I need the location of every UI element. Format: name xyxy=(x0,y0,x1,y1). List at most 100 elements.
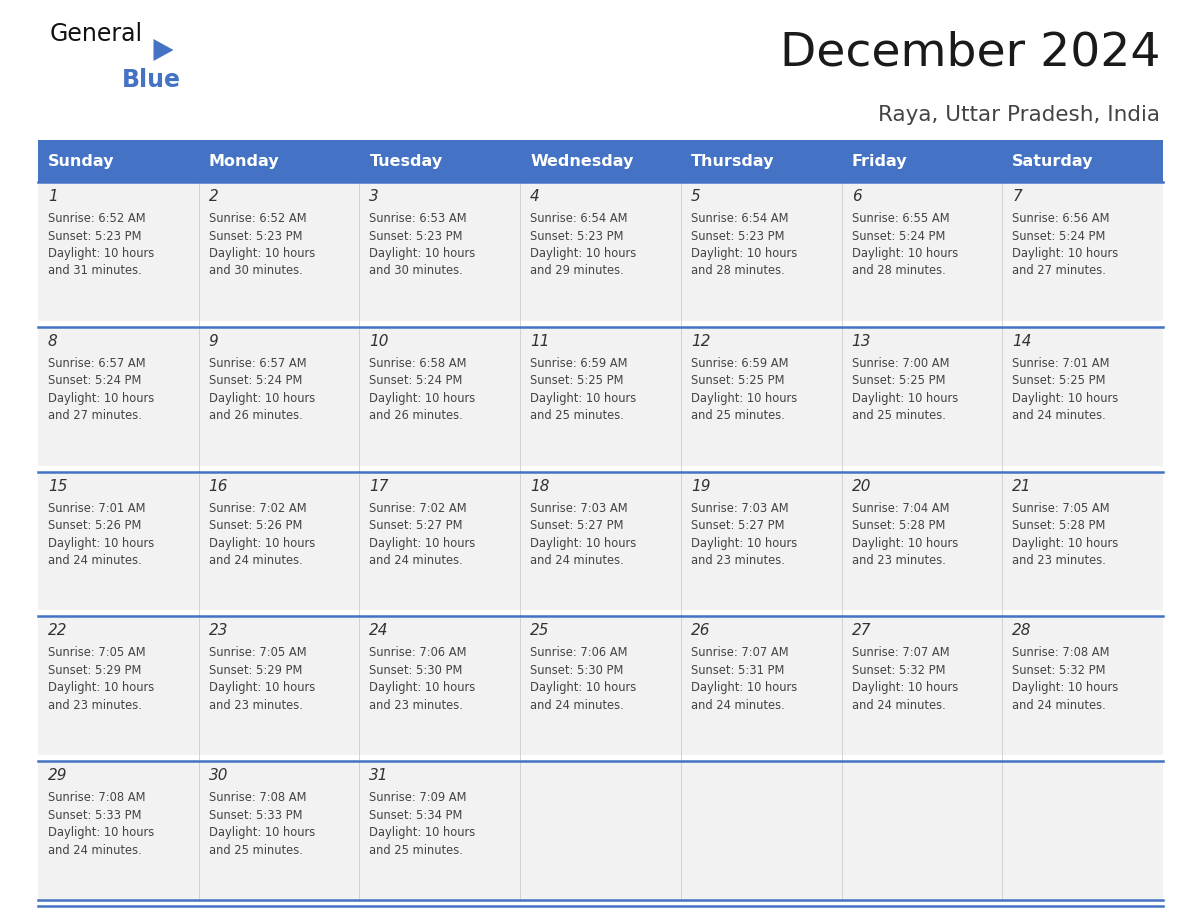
Bar xyxy=(360,616,520,756)
Text: Sunset: 5:24 PM: Sunset: 5:24 PM xyxy=(369,375,463,387)
Text: Sunrise: 7:04 AM: Sunrise: 7:04 AM xyxy=(852,501,949,515)
Text: Sunrise: 6:52 AM: Sunrise: 6:52 AM xyxy=(48,212,146,225)
Text: and 24 minutes.: and 24 minutes. xyxy=(530,554,624,567)
Text: Daylight: 10 hours: Daylight: 10 hours xyxy=(691,681,797,694)
Text: Sunset: 5:25 PM: Sunset: 5:25 PM xyxy=(1012,375,1106,387)
Text: 27: 27 xyxy=(852,623,871,638)
Text: Daylight: 10 hours: Daylight: 10 hours xyxy=(852,247,958,260)
Text: Sunrise: 6:55 AM: Sunrise: 6:55 AM xyxy=(852,212,949,225)
Text: Daylight: 10 hours: Daylight: 10 hours xyxy=(48,392,154,405)
Bar xyxy=(198,140,360,182)
Text: and 26 minutes.: and 26 minutes. xyxy=(369,409,463,422)
Bar xyxy=(198,327,360,465)
Text: Daylight: 10 hours: Daylight: 10 hours xyxy=(369,681,475,694)
Text: 28: 28 xyxy=(1012,623,1032,638)
Text: Sunrise: 7:06 AM: Sunrise: 7:06 AM xyxy=(369,646,467,659)
Text: 19: 19 xyxy=(691,478,710,494)
Bar xyxy=(360,327,520,465)
Text: 2: 2 xyxy=(209,189,219,204)
Text: Daylight: 10 hours: Daylight: 10 hours xyxy=(48,681,154,694)
Text: Daylight: 10 hours: Daylight: 10 hours xyxy=(1012,247,1119,260)
Text: Daylight: 10 hours: Daylight: 10 hours xyxy=(530,681,637,694)
Text: and 23 minutes.: and 23 minutes. xyxy=(852,554,946,567)
Bar xyxy=(520,761,681,900)
Text: Sunset: 5:33 PM: Sunset: 5:33 PM xyxy=(209,809,302,822)
Text: Sunset: 5:28 PM: Sunset: 5:28 PM xyxy=(1012,519,1106,532)
Text: Sunrise: 7:00 AM: Sunrise: 7:00 AM xyxy=(852,357,949,370)
Bar xyxy=(841,472,1003,610)
Text: Sunset: 5:23 PM: Sunset: 5:23 PM xyxy=(209,230,302,242)
Bar xyxy=(38,616,198,756)
Text: Daylight: 10 hours: Daylight: 10 hours xyxy=(691,537,797,550)
Text: Daylight: 10 hours: Daylight: 10 hours xyxy=(1012,392,1119,405)
Text: Sunrise: 6:56 AM: Sunrise: 6:56 AM xyxy=(1012,212,1110,225)
Text: and 26 minutes.: and 26 minutes. xyxy=(209,409,303,422)
Text: and 25 minutes.: and 25 minutes. xyxy=(530,409,624,422)
Text: Saturday: Saturday xyxy=(1012,153,1094,169)
Text: Sunset: 5:29 PM: Sunset: 5:29 PM xyxy=(209,664,302,677)
Text: and 24 minutes.: and 24 minutes. xyxy=(852,699,946,711)
Bar xyxy=(841,616,1003,756)
Text: Daylight: 10 hours: Daylight: 10 hours xyxy=(1012,681,1119,694)
Text: and 24 minutes.: and 24 minutes. xyxy=(48,554,141,567)
Bar xyxy=(681,182,841,320)
Text: Daylight: 10 hours: Daylight: 10 hours xyxy=(209,681,315,694)
Text: Sunset: 5:23 PM: Sunset: 5:23 PM xyxy=(530,230,624,242)
Text: Sunset: 5:27 PM: Sunset: 5:27 PM xyxy=(691,519,784,532)
Text: and 31 minutes.: and 31 minutes. xyxy=(48,264,141,277)
Text: Sunset: 5:26 PM: Sunset: 5:26 PM xyxy=(48,519,141,532)
Text: Monday: Monday xyxy=(209,153,279,169)
Bar xyxy=(198,616,360,756)
Text: Sunset: 5:24 PM: Sunset: 5:24 PM xyxy=(1012,230,1106,242)
Text: and 23 minutes.: and 23 minutes. xyxy=(691,554,785,567)
Bar xyxy=(681,472,841,610)
Text: Daylight: 10 hours: Daylight: 10 hours xyxy=(48,826,154,839)
Bar xyxy=(520,472,681,610)
Text: and 23 minutes.: and 23 minutes. xyxy=(1012,554,1106,567)
Text: Daylight: 10 hours: Daylight: 10 hours xyxy=(369,826,475,839)
Text: Sunset: 5:31 PM: Sunset: 5:31 PM xyxy=(691,664,784,677)
Bar xyxy=(520,616,681,756)
Text: Daylight: 10 hours: Daylight: 10 hours xyxy=(48,247,154,260)
Bar xyxy=(198,472,360,610)
Text: 10: 10 xyxy=(369,334,388,349)
Bar xyxy=(1003,327,1163,465)
Text: 11: 11 xyxy=(530,334,550,349)
Text: Daylight: 10 hours: Daylight: 10 hours xyxy=(530,537,637,550)
Text: and 24 minutes.: and 24 minutes. xyxy=(48,844,141,856)
Text: Sunset: 5:32 PM: Sunset: 5:32 PM xyxy=(852,664,946,677)
Text: 12: 12 xyxy=(691,334,710,349)
Text: Daylight: 10 hours: Daylight: 10 hours xyxy=(1012,537,1119,550)
Text: Daylight: 10 hours: Daylight: 10 hours xyxy=(852,537,958,550)
Text: Sunrise: 7:05 AM: Sunrise: 7:05 AM xyxy=(209,646,307,659)
Text: December 2024: December 2024 xyxy=(779,30,1159,75)
Text: Sunrise: 7:08 AM: Sunrise: 7:08 AM xyxy=(48,791,145,804)
Text: and 24 minutes.: and 24 minutes. xyxy=(530,699,624,711)
Text: Sunrise: 7:07 AM: Sunrise: 7:07 AM xyxy=(852,646,949,659)
Text: Sunrise: 7:02 AM: Sunrise: 7:02 AM xyxy=(209,501,307,515)
Text: Daylight: 10 hours: Daylight: 10 hours xyxy=(691,392,797,405)
Text: Sunrise: 7:03 AM: Sunrise: 7:03 AM xyxy=(530,501,627,515)
Text: Sunrise: 6:59 AM: Sunrise: 6:59 AM xyxy=(691,357,789,370)
Text: Sunrise: 7:09 AM: Sunrise: 7:09 AM xyxy=(369,791,467,804)
Text: Sunset: 5:34 PM: Sunset: 5:34 PM xyxy=(369,809,463,822)
Bar xyxy=(841,761,1003,900)
Text: 24: 24 xyxy=(369,623,388,638)
Text: 18: 18 xyxy=(530,478,550,494)
Text: and 25 minutes.: and 25 minutes. xyxy=(209,844,303,856)
Text: 20: 20 xyxy=(852,478,871,494)
Text: and 30 minutes.: and 30 minutes. xyxy=(369,264,463,277)
Text: Sunrise: 6:52 AM: Sunrise: 6:52 AM xyxy=(209,212,307,225)
Text: Sunset: 5:28 PM: Sunset: 5:28 PM xyxy=(852,519,944,532)
Text: Daylight: 10 hours: Daylight: 10 hours xyxy=(691,247,797,260)
Bar xyxy=(681,616,841,756)
Text: 8: 8 xyxy=(48,334,58,349)
Text: Sunset: 5:25 PM: Sunset: 5:25 PM xyxy=(530,375,624,387)
Text: Daylight: 10 hours: Daylight: 10 hours xyxy=(530,247,637,260)
Text: Daylight: 10 hours: Daylight: 10 hours xyxy=(369,247,475,260)
Text: Thursday: Thursday xyxy=(691,153,775,169)
Bar xyxy=(681,327,841,465)
Text: 22: 22 xyxy=(48,623,68,638)
Text: Daylight: 10 hours: Daylight: 10 hours xyxy=(530,392,637,405)
Text: Blue: Blue xyxy=(122,68,181,92)
